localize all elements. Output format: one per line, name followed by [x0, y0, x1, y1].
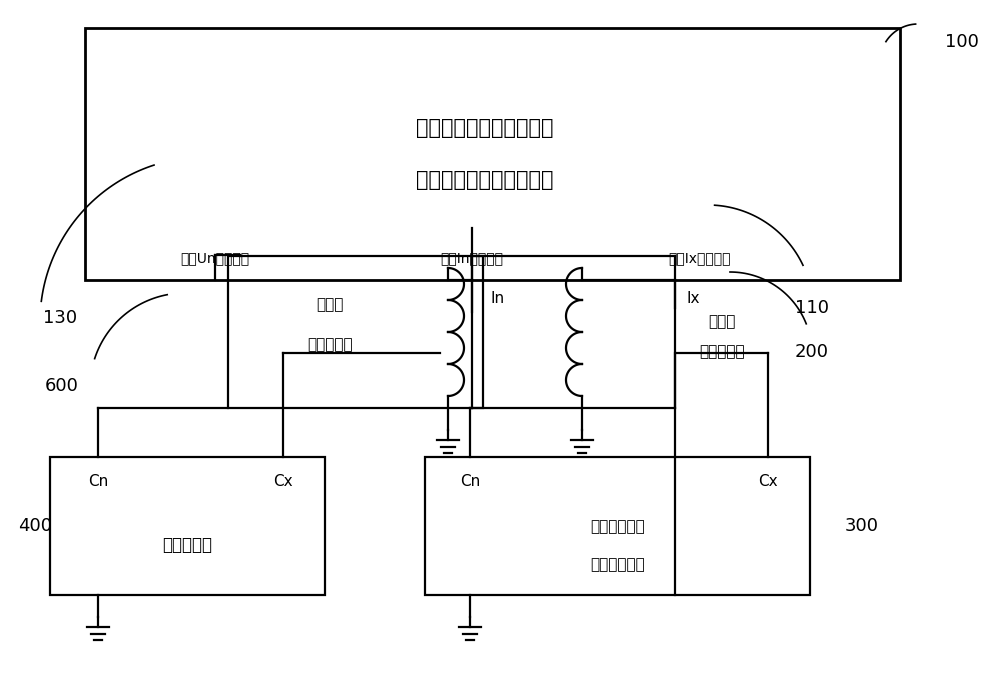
Text: 110: 110 [795, 299, 829, 317]
Text: 标准测试仪: 标准测试仪 [163, 536, 213, 554]
Text: Cn: Cn [460, 475, 480, 489]
Text: 400: 400 [18, 517, 52, 535]
Text: 电流Ix输出端子: 电流Ix输出端子 [669, 251, 731, 265]
Text: 100: 100 [945, 33, 979, 51]
Text: 穿心互感器: 穿心互感器 [307, 337, 353, 352]
Text: 高精度: 高精度 [708, 315, 736, 330]
Text: 电流In输出端子: 电流In输出端子 [440, 251, 504, 265]
Text: 130: 130 [43, 309, 77, 327]
Text: Cn: Cn [88, 475, 108, 489]
Text: 被检容性设备: 被检容性设备 [590, 520, 645, 535]
Text: Cx: Cx [758, 475, 778, 489]
Text: 相对介损及氧化锌避雷器: 相对介损及氧化锌避雷器 [416, 118, 554, 138]
Bar [228, 256, 483, 408]
Text: In: In [490, 290, 504, 306]
Text: 300: 300 [845, 517, 879, 535]
Text: 电压Un输出端子: 电压Un输出端子 [180, 251, 250, 265]
Text: 穿心互感器: 穿心互感器 [699, 344, 745, 359]
Text: 200: 200 [795, 343, 829, 361]
Bar [50, 457, 325, 595]
Text: 高精度: 高精度 [316, 297, 344, 312]
Text: Cx: Cx [273, 475, 293, 489]
Bar [85, 28, 900, 280]
Bar [425, 457, 810, 595]
Text: 600: 600 [45, 377, 79, 395]
Text: Ix: Ix [687, 290, 700, 306]
Text: 阻性电流模拟信号发生器: 阻性电流模拟信号发生器 [416, 170, 554, 190]
Text: 在线监测装置: 在线监测装置 [590, 558, 645, 573]
